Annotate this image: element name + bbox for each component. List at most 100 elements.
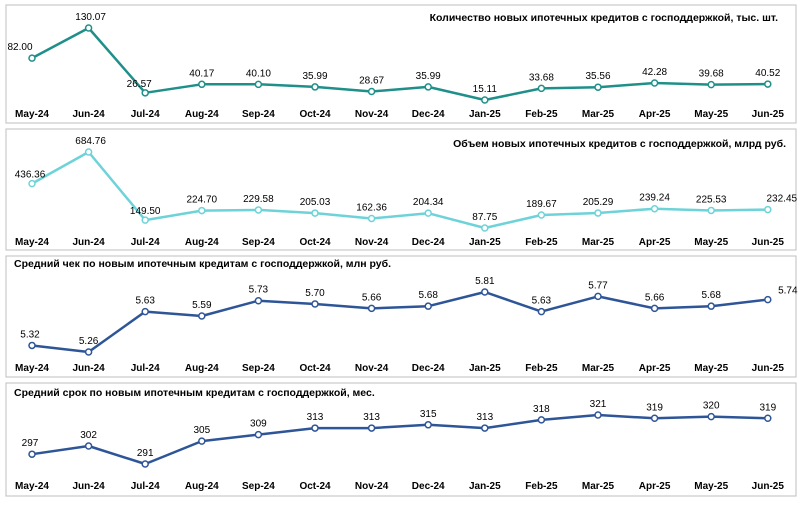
- data-label: 309: [250, 419, 267, 430]
- x-tick-label: Jan-25: [469, 481, 501, 492]
- data-point: [481, 224, 489, 232]
- data-label: 35.56: [585, 71, 610, 82]
- data-label: 5.63: [532, 296, 552, 307]
- data-label: 5.70: [305, 288, 325, 299]
- data-label: 239.24: [639, 193, 670, 204]
- data-label: 15.11: [473, 84, 498, 95]
- data-point: [481, 424, 489, 432]
- x-tick-label: May-24: [15, 363, 49, 374]
- chart-panel-1: Количество новых ипотечных кредитов с го…: [5, 4, 797, 124]
- x-tick-label: Jan-25: [469, 363, 501, 374]
- data-label: 5.73: [249, 285, 269, 296]
- x-tick-label: Jun-25: [752, 237, 785, 248]
- x-tick-label: May-25: [694, 363, 728, 374]
- data-label: 319: [759, 402, 776, 413]
- data-label: 224.70: [187, 195, 218, 206]
- data-point: [141, 216, 149, 224]
- series-line: [31, 290, 768, 354]
- panel-frame: [5, 128, 797, 251]
- data-point: [424, 83, 432, 91]
- data-label: 39.68: [699, 69, 724, 80]
- data-label: 5.74: [778, 286, 798, 297]
- data-point: [141, 460, 149, 468]
- data-point: [707, 302, 715, 310]
- data-point: [707, 80, 715, 89]
- data-point: [650, 79, 659, 87]
- chart-title: Средний срок по новым ипотечным кредитам…: [14, 387, 375, 399]
- data-point: [28, 54, 36, 62]
- x-tick-label: May-25: [694, 481, 728, 492]
- x-tick-label: Jan-25: [469, 237, 501, 248]
- data-point: [481, 288, 489, 296]
- x-tick-label: Jul-24: [131, 237, 160, 248]
- data-point: [707, 206, 715, 215]
- data-point: [650, 204, 659, 213]
- data-label: 232.45: [767, 194, 798, 205]
- data-point: [424, 209, 432, 217]
- data-point: [84, 148, 93, 156]
- data-point: [594, 292, 602, 301]
- series-line: [31, 413, 768, 466]
- x-tick-label: Oct-24: [299, 481, 331, 492]
- data-label: 42.28: [642, 67, 667, 78]
- x-tick-label: Jun-24: [72, 481, 105, 492]
- x-tick-label: Oct-24: [299, 109, 331, 120]
- data-point: [254, 296, 263, 305]
- data-point: [594, 83, 602, 91]
- data-label: 40.52: [755, 68, 780, 79]
- data-point: [141, 89, 149, 97]
- data-label: 319: [646, 402, 663, 413]
- data-label: 229.58: [243, 194, 274, 205]
- x-tick-label: Mar-25: [582, 109, 615, 120]
- x-tick-label: Mar-25: [582, 363, 615, 374]
- data-label: 204.34: [413, 197, 444, 208]
- data-label: 313: [307, 412, 324, 423]
- x-tick-label: Feb-25: [525, 109, 558, 120]
- data-label: 313: [363, 412, 380, 423]
- x-tick-label: Feb-25: [525, 237, 558, 248]
- data-point: [481, 96, 489, 104]
- data-label: 5.68: [701, 290, 721, 301]
- data-label: 28.67: [359, 76, 384, 87]
- x-tick-label: Sep-24: [242, 237, 275, 248]
- data-point: [367, 87, 376, 96]
- data-label: 5.59: [192, 300, 212, 311]
- x-tick-label: Feb-25: [525, 363, 558, 374]
- x-tick-label: Mar-25: [582, 481, 615, 492]
- data-label: 40.10: [246, 68, 271, 79]
- data-label: 305: [193, 425, 210, 436]
- data-label: 5.66: [362, 292, 382, 303]
- data-point: [367, 424, 376, 432]
- data-label: 302: [80, 430, 97, 441]
- data-label: 5.77: [588, 280, 608, 291]
- chart-panel-2: Объем новых ипотечных кредитов с господд…: [5, 128, 798, 251]
- data-label: 320: [703, 401, 720, 412]
- data-label: 684.76: [75, 136, 106, 147]
- data-point: [198, 437, 206, 445]
- data-point: [141, 307, 149, 316]
- data-point: [537, 211, 546, 219]
- chart-title: Средний чек по новым ипотечным кредитам …: [14, 258, 391, 270]
- x-tick-label: May-24: [15, 237, 49, 248]
- x-tick-label: Dec-24: [412, 363, 445, 374]
- x-tick-label: Apr-25: [639, 109, 671, 120]
- data-label: 130.07: [75, 12, 106, 23]
- x-tick-label: Jun-25: [752, 109, 785, 120]
- panel-frame: [5, 382, 797, 497]
- data-label: 40.17: [189, 68, 214, 79]
- data-label: 205.29: [583, 197, 614, 208]
- data-label: 26.57: [127, 79, 152, 90]
- chart-title: Объем новых ипотечных кредитов с господд…: [453, 138, 786, 150]
- data-label: 189.67: [526, 199, 557, 210]
- x-tick-label: Jun-24: [72, 237, 105, 248]
- x-tick-label: Jun-25: [752, 363, 785, 374]
- data-point: [424, 302, 432, 310]
- x-tick-label: Jun-25: [752, 481, 785, 492]
- x-tick-label: Dec-24: [412, 237, 445, 248]
- data-point: [594, 209, 602, 217]
- x-tick-label: Dec-24: [412, 481, 445, 492]
- data-point: [198, 206, 206, 215]
- x-tick-label: Sep-24: [242, 363, 275, 374]
- chart-panel-3: Средний чек по новым ипотечным кредитам …: [5, 255, 798, 378]
